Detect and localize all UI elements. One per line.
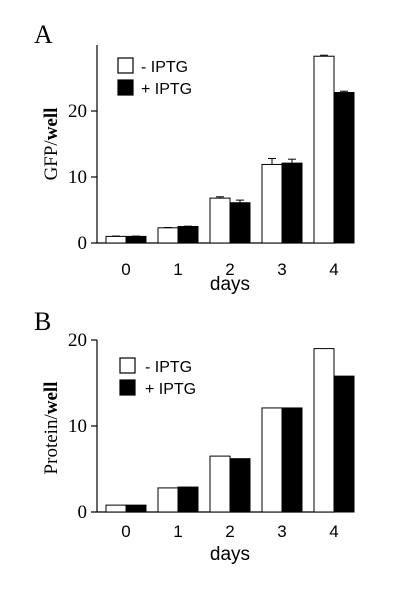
- legend-swatch-minus-iptg: [117, 57, 134, 74]
- x-tick-label: 1: [173, 522, 182, 541]
- bar-plus-iptg-day-4: [333, 92, 355, 244]
- x-tick-label: 0: [121, 522, 130, 541]
- x-tick-label: 4: [329, 260, 338, 279]
- x-tick-label: 0: [121, 260, 130, 279]
- bar-minus-iptg-day-3: [261, 163, 283, 244]
- bar-plus-iptg-day-2: [229, 202, 251, 244]
- bar-plus-iptg-day-3: [281, 162, 303, 244]
- bar-plus-iptg-day-1: [177, 226, 199, 244]
- y-tick-label: 20: [68, 330, 87, 351]
- panel-label: A: [34, 20, 53, 49]
- legend-swatch-plus-iptg: [119, 379, 136, 396]
- x-tick-label: 3: [277, 522, 286, 541]
- x-axis-label: days: [210, 544, 250, 565]
- bar-plus-iptg-day-0: [125, 235, 147, 244]
- legend-label-plus-iptg: + IPTG: [145, 381, 196, 398]
- bar-minus-iptg-day-2: [209, 455, 231, 513]
- x-tick-label: 2: [225, 260, 234, 279]
- x-tick-label: 4: [329, 522, 338, 541]
- y-tick-label: 0: [78, 502, 88, 523]
- legend-swatch-minus-iptg: [119, 357, 136, 374]
- bar-minus-iptg-day-3: [261, 407, 283, 513]
- bar-minus-iptg-day-0: [105, 504, 127, 513]
- x-tick-label: 2: [225, 522, 234, 541]
- bar-minus-iptg-day-2: [209, 197, 231, 244]
- x-axis-label: days: [210, 274, 250, 295]
- bar-minus-iptg-day-1: [157, 487, 179, 513]
- panel-label: B: [34, 307, 51, 336]
- bar-minus-iptg-day-1: [157, 227, 179, 244]
- bar-minus-iptg-day-4: [313, 55, 335, 244]
- legend-label-minus-iptg: - IPTG: [145, 359, 192, 376]
- y-axis-label: GFP/well: [41, 108, 62, 181]
- legend-label-minus-iptg: - IPTG: [141, 59, 188, 76]
- y-axis-label-unit: well: [41, 108, 62, 141]
- legend-label-plus-iptg: + IPTG: [141, 81, 192, 98]
- bar-minus-iptg-day-0: [105, 235, 127, 244]
- y-tick-label: 0: [78, 233, 88, 254]
- bar-minus-iptg-day-4: [313, 348, 335, 513]
- y-axis-label-unit: well: [41, 382, 62, 415]
- y-axis-label-prefix: GFP/: [41, 140, 62, 181]
- bar-plus-iptg-day-1: [177, 486, 199, 513]
- x-tick-label: 1: [173, 260, 182, 279]
- bar-plus-iptg-day-2: [229, 458, 251, 513]
- y-axis-label: Protein/well: [41, 382, 62, 475]
- x-tick-label: 3: [277, 260, 286, 279]
- y-axis-label-prefix: Protein/: [41, 414, 62, 475]
- bar-plus-iptg-day-4: [333, 375, 355, 513]
- y-tick-label: 10: [68, 416, 87, 437]
- legend-swatch-plus-iptg: [117, 79, 134, 96]
- y-tick-label: 10: [68, 167, 87, 188]
- bar-plus-iptg-day-0: [125, 504, 147, 513]
- y-tick-label: 20: [68, 101, 87, 122]
- bar-plus-iptg-day-3: [281, 407, 303, 513]
